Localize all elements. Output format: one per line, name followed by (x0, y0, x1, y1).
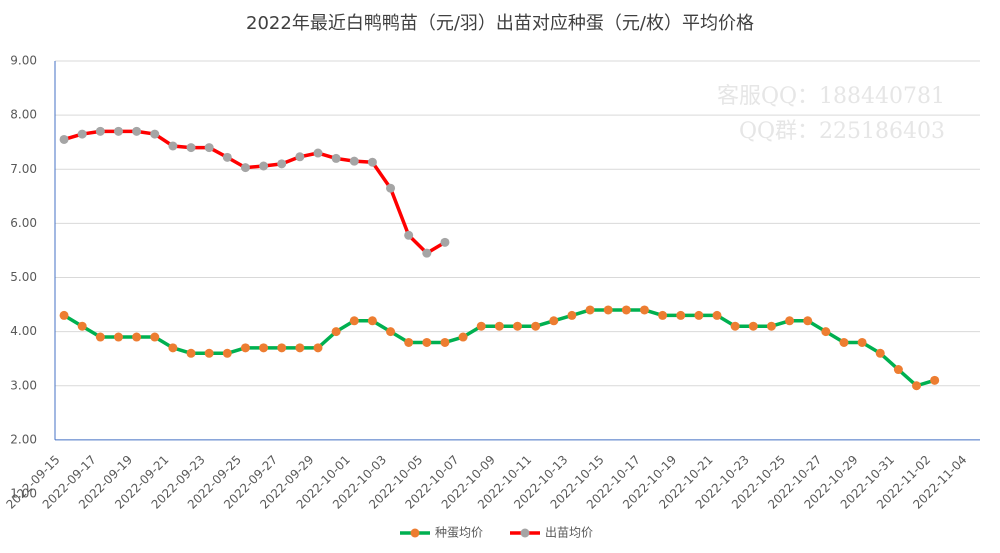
data-point (295, 343, 305, 353)
data-point (748, 321, 758, 331)
data-point (240, 343, 250, 353)
data-point (77, 129, 87, 139)
data-point (331, 327, 341, 337)
data-point (77, 321, 87, 331)
data-point (295, 152, 305, 162)
data-point (349, 316, 359, 326)
data-point (930, 375, 940, 385)
data-point (839, 337, 849, 347)
data-point (277, 159, 287, 169)
data-point (712, 310, 722, 320)
legend-marker (410, 528, 420, 538)
data-point (639, 305, 649, 315)
legend-label: 种蛋均价 (435, 526, 483, 540)
data-point (222, 152, 232, 162)
data-point (222, 348, 232, 358)
data-point (694, 310, 704, 320)
data-point (132, 126, 142, 136)
watermark: QQ群：225186403 (739, 119, 945, 144)
data-point (113, 332, 123, 342)
data-point (404, 337, 414, 347)
y-tick-label: 2.00 (10, 432, 37, 446)
data-point (821, 327, 831, 337)
data-point (676, 310, 686, 320)
y-tick-label: 8.00 (10, 108, 37, 122)
data-point (331, 153, 341, 163)
data-point (603, 305, 613, 315)
y-tick-label: 4.00 (10, 324, 37, 338)
series-line (63, 129, 446, 255)
data-point (803, 316, 813, 326)
data-point (422, 248, 432, 258)
data-point (113, 126, 123, 136)
data-point (367, 157, 377, 167)
data-point (494, 321, 504, 331)
data-point (259, 161, 269, 171)
data-point (549, 316, 559, 326)
data-point (59, 310, 69, 320)
data-point (912, 381, 922, 391)
data-point (186, 143, 196, 153)
data-point (168, 343, 178, 353)
data-point (766, 321, 776, 331)
data-point (367, 316, 377, 326)
y-tick-label: 6.00 (10, 216, 37, 230)
data-point (875, 348, 885, 358)
legend-label: 出苗均价 (545, 526, 593, 540)
data-point (785, 316, 795, 326)
data-point (204, 348, 214, 358)
data-point (259, 343, 269, 353)
data-point (857, 337, 867, 347)
data-point (386, 183, 396, 193)
data-point (440, 337, 450, 347)
data-point (404, 230, 414, 240)
watermark: 客服QQ：188440781 (717, 84, 945, 109)
data-point (349, 156, 359, 166)
data-point (893, 365, 903, 375)
data-point (95, 332, 105, 342)
data-point (150, 129, 160, 139)
data-point (150, 332, 160, 342)
y-tick-label: 5.00 (10, 270, 37, 284)
data-point (621, 305, 631, 315)
y-tick-label: 1.00 (10, 487, 37, 501)
data-point (730, 321, 740, 331)
data-point (313, 343, 323, 353)
data-point (59, 134, 69, 144)
data-point (422, 337, 432, 347)
chart-title: 2022年最近白鸭鸭苗（元/羽）出苗对应种蛋（元/枚）平均价格 (246, 13, 754, 34)
data-point (531, 321, 541, 331)
data-point (386, 327, 396, 337)
data-point (240, 163, 250, 173)
y-tick-label: 9.00 (10, 54, 37, 68)
data-point (476, 321, 486, 331)
data-point (458, 332, 468, 342)
data-point (567, 310, 577, 320)
data-point (277, 343, 287, 353)
data-point (95, 126, 105, 136)
data-point (440, 237, 450, 247)
data-point (168, 141, 178, 151)
data-point (585, 305, 595, 315)
data-point (658, 310, 668, 320)
data-point (513, 321, 522, 331)
y-tick-label: 7.00 (10, 162, 37, 176)
data-point (132, 332, 142, 342)
data-point (186, 348, 196, 358)
legend-marker (520, 528, 530, 538)
y-tick-label: 3.00 (10, 378, 37, 392)
data-point (313, 148, 323, 158)
data-point (204, 143, 214, 153)
